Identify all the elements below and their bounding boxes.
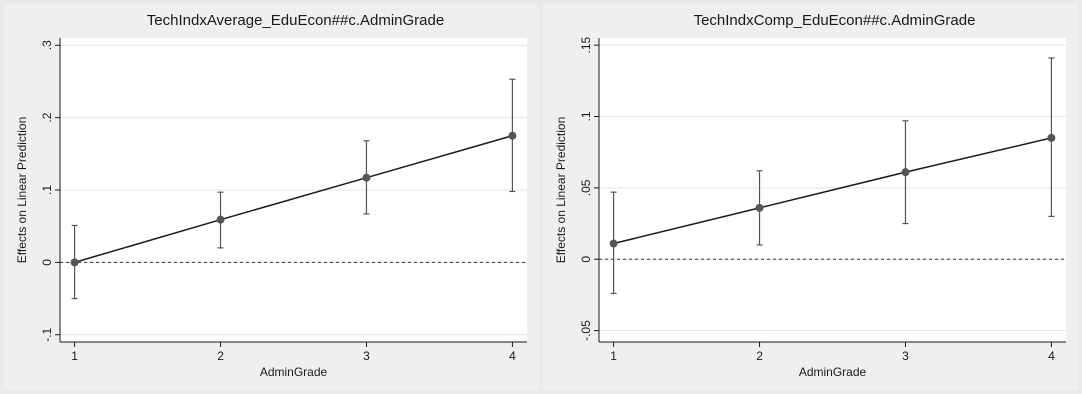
chart-panel-left: -.1 0 .1 .2 .3 1 2 3 4 TechIndxAverage_EduEcon##c… — [4, 4, 539, 390]
y-tick-label: 0 — [579, 256, 593, 263]
x-tick-label: 2 — [756, 349, 763, 363]
y-tick-label: -.1 — [40, 327, 54, 341]
chart-svg-left: -.1 0 .1 .2 .3 1 2 3 4 TechIndxAverage_EduEcon##c… — [15, 12, 527, 379]
y-tick-label: 0 — [40, 259, 54, 266]
x-tick-label: 3 — [363, 349, 370, 363]
x-axis-label: AdminGrade — [799, 365, 867, 379]
y-tick-label: .05 — [579, 179, 593, 196]
y-axis-label: Effects on Linear Prediction — [15, 117, 29, 264]
chart-title: TechIndxAverage_EduEcon##c.AdminGrade — [147, 12, 444, 29]
series-line — [74, 134, 513, 264]
x-tick-label: 2 — [217, 349, 224, 363]
x-tick-label: 1 — [71, 349, 78, 363]
chart-svg-right: -.05 0 .05 .1 .15 1 2 3 4 TechIndxComp_EduEcon##c… — [554, 12, 1066, 379]
x-tick-label: 4 — [1048, 349, 1055, 363]
x-tick-label: 3 — [902, 349, 909, 363]
data-point — [362, 173, 371, 182]
data-point — [508, 131, 517, 140]
y-tick-label: .15 — [579, 36, 593, 53]
data-point — [70, 258, 79, 267]
data-point — [755, 203, 764, 212]
series-line — [613, 137, 1052, 245]
y-axis-label: Effects on Linear Prediction — [554, 117, 568, 264]
data-point — [1047, 133, 1056, 142]
x-axis-label: AdminGrade — [260, 365, 328, 379]
y-tick-label: .1 — [40, 185, 54, 195]
y-tick-label: .2 — [40, 112, 54, 122]
y-tick-label: .1 — [579, 111, 593, 121]
x-tick-label: 4 — [509, 349, 516, 363]
x-tick-label: 1 — [610, 349, 617, 363]
chart-panel-right: -.05 0 .05 .1 .15 1 2 3 4 TechIndxComp_EduEcon##c… — [543, 4, 1078, 390]
chart-title: TechIndxComp_EduEcon##c.AdminGrade — [694, 12, 976, 29]
data-point — [216, 215, 225, 224]
y-tick-label: -.05 — [579, 320, 593, 341]
y-tick-label: .3 — [40, 40, 54, 50]
data-point — [901, 168, 910, 177]
data-point — [609, 239, 618, 248]
